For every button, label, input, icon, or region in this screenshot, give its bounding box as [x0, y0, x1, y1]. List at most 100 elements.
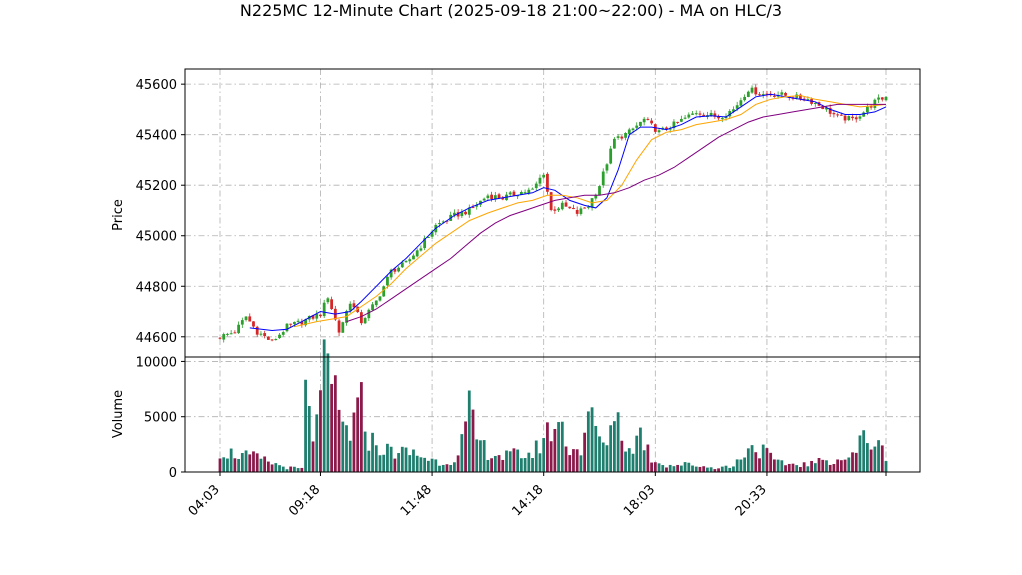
- volume-bar: [359, 382, 363, 472]
- volume-bar: [650, 462, 653, 472]
- candle-body: [226, 333, 229, 335]
- volume-bar: [557, 422, 560, 472]
- candle-body: [255, 326, 259, 335]
- candle-body: [374, 300, 378, 306]
- volume-bar: [248, 454, 252, 472]
- volume-bar: [456, 455, 460, 472]
- volume-bar: [266, 461, 270, 472]
- candle-body: [806, 99, 810, 101]
- candle-body: [289, 323, 293, 325]
- volume-bar: [843, 459, 847, 472]
- candle-body: [620, 136, 624, 139]
- candle-body: [408, 259, 412, 262]
- candle-body: [519, 191, 523, 195]
- candle-body: [438, 223, 441, 225]
- volume-bar: [460, 434, 464, 472]
- volume-bar: [787, 463, 791, 472]
- volume-bar: [642, 450, 646, 472]
- volume-bar: [586, 411, 590, 472]
- volume-bar: [631, 453, 635, 472]
- candle-body: [799, 94, 802, 100]
- candle-body: [854, 117, 858, 120]
- price-tick-label: 45000: [136, 230, 177, 245]
- candle-body: [423, 238, 427, 249]
- volume-bar: [222, 457, 226, 472]
- volume-bar: [594, 425, 598, 472]
- volume-bar: [839, 460, 843, 472]
- candle-body: [784, 92, 787, 96]
- candle-body: [560, 202, 564, 210]
- volume-bar: [546, 422, 549, 472]
- candle-body: [884, 96, 888, 101]
- candle-body: [832, 113, 836, 115]
- volume-bar: [799, 467, 802, 472]
- candle-body: [490, 194, 494, 199]
- volume-bar: [252, 451, 255, 472]
- candle-body: [605, 164, 609, 171]
- volume-bar: [679, 465, 683, 472]
- volume-bar: [445, 464, 449, 472]
- candle-body: [348, 303, 352, 311]
- volume-bar: [862, 430, 866, 472]
- candle-body: [873, 99, 877, 108]
- candle-body: [702, 114, 706, 117]
- volume-bar: [609, 425, 613, 472]
- volume-bar: [817, 458, 821, 472]
- volume-bar: [482, 440, 486, 472]
- volume-bar: [869, 449, 873, 472]
- volume-bar: [449, 464, 453, 472]
- candle-body: [825, 107, 828, 110]
- volume-bar: [720, 466, 724, 472]
- candle-body: [497, 194, 501, 199]
- candle-body: [475, 205, 479, 207]
- x-tick-label: 18:03: [621, 482, 658, 519]
- candle-body: [851, 116, 854, 119]
- candle-body: [218, 337, 222, 339]
- volume-bar: [568, 455, 572, 472]
- candle-body: [866, 106, 869, 113]
- volume-bar: [583, 432, 587, 472]
- volume-bar: [672, 466, 676, 472]
- candle-body: [750, 87, 754, 93]
- volume-bar: [523, 458, 527, 472]
- volume-bar: [527, 452, 531, 472]
- volume-bar: [657, 463, 661, 472]
- volume-bar: [542, 438, 546, 472]
- volume-bar: [479, 440, 482, 472]
- volume-bar: [732, 466, 735, 472]
- volume-bar: [281, 466, 285, 472]
- candle-body: [635, 125, 639, 128]
- volume-bar: [490, 458, 494, 472]
- candle-body: [586, 206, 590, 208]
- volume-bar: [665, 467, 668, 472]
- volume-bar: [400, 446, 404, 472]
- candle-body: [754, 87, 758, 95]
- volume-bar: [791, 463, 795, 472]
- candle-body: [732, 109, 735, 112]
- volume-bar: [218, 458, 222, 472]
- candle-body: [639, 121, 642, 126]
- candle-body: [739, 100, 743, 106]
- volume-bar: [858, 435, 862, 472]
- volume-bar: [285, 469, 289, 472]
- volume-bar: [653, 462, 657, 472]
- volume-bar: [806, 466, 810, 472]
- volume-bar: [289, 466, 293, 472]
- price-panel: 44600 44800 45000 45200 45400 45600 Price: [111, 68, 921, 358]
- volume-bar: [412, 449, 415, 472]
- candle-body: [527, 189, 531, 194]
- candle-body: [330, 299, 334, 310]
- x-tick-label: 14:18: [509, 482, 546, 519]
- candle-body: [564, 202, 568, 207]
- candle-body: [240, 320, 244, 325]
- x-tick-label: 04:03: [186, 482, 223, 519]
- volume-bar: [493, 455, 497, 472]
- candle-body: [553, 209, 557, 211]
- volume-bar: [319, 390, 322, 472]
- candle-body: [598, 186, 601, 196]
- candle-body: [263, 333, 267, 337]
- candle-body: [538, 177, 542, 184]
- volume-bar: [851, 452, 854, 472]
- candle-body: [400, 262, 404, 268]
- volume-bar: [229, 448, 233, 472]
